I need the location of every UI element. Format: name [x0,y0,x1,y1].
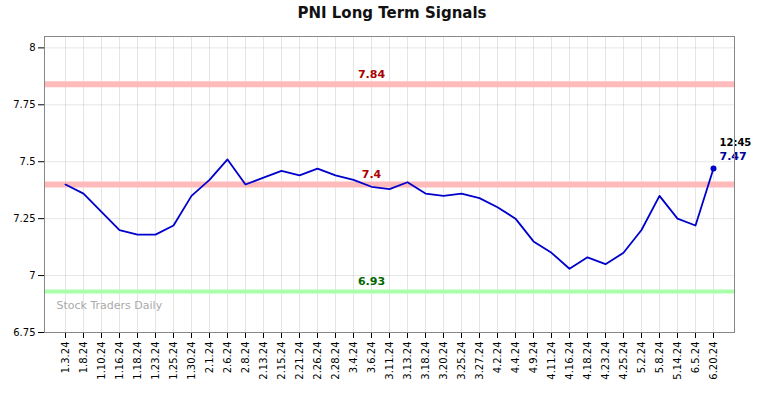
svg-text:4.2.24: 4.2.24 [492,342,503,374]
svg-text:7: 7 [29,270,35,281]
svg-text:7.47: 7.47 [720,150,747,163]
svg-text:4.23.24: 4.23.24 [600,342,611,380]
svg-text:4.11.24: 4.11.24 [546,342,557,380]
svg-text:8: 8 [29,42,35,53]
svg-text:2.21.24: 2.21.24 [294,342,305,380]
svg-text:1.8.24: 1.8.24 [78,342,89,374]
svg-text:1.16.24: 1.16.24 [114,342,125,380]
svg-text:2.6.24: 2.6.24 [222,342,233,374]
svg-text:2.1.24: 2.1.24 [204,342,215,374]
svg-text:7.84: 7.84 [358,68,385,81]
svg-text:3.20.24: 3.20.24 [438,342,449,380]
svg-text:7.25: 7.25 [13,213,35,224]
svg-text:12:45: 12:45 [720,137,752,148]
svg-text:1.3.24: 1.3.24 [60,342,71,374]
svg-text:6.93: 6.93 [358,275,385,288]
svg-text:3.13.24: 3.13.24 [402,342,413,380]
svg-text:3.18.24: 3.18.24 [420,342,431,380]
svg-text:1.23.24: 1.23.24 [150,342,161,380]
svg-text:3.4.24: 3.4.24 [348,342,359,374]
svg-text:2.8.24: 2.8.24 [240,342,251,374]
svg-text:5.2.24: 5.2.24 [636,342,647,374]
html-text:PNI Long Term Signals: PNI Long Term Signals [297,4,487,22]
svg-text:5.8.24: 5.8.24 [654,342,665,374]
svg-text:3.11.24: 3.11.24 [384,342,395,380]
svg-text:3.27.24: 3.27.24 [474,342,485,380]
svg-text:4.25.24: 4.25.24 [618,342,629,380]
svg-text:4.16.24: 4.16.24 [564,342,575,380]
svg-text:1.30.24: 1.30.24 [186,342,197,380]
svg-text:2.28.24: 2.28.24 [330,342,341,380]
svg-text:7.5: 7.5 [20,156,36,167]
svg-text:6.5.24: 6.5.24 [690,342,701,374]
svg-text:1.25.24: 1.25.24 [168,342,179,380]
svg-text:4.9.24: 4.9.24 [528,342,539,374]
svg-text:5.14.24: 5.14.24 [672,342,683,380]
svg-text:Stock Traders Daily: Stock Traders Daily [57,299,163,312]
svg-text:1.18.24: 1.18.24 [132,342,143,380]
svg-text:4.18.24: 4.18.24 [582,342,593,380]
svg-text:6.20.24: 6.20.24 [708,342,719,380]
svg-text:1.10.24: 1.10.24 [96,342,107,380]
svg-text:7.75: 7.75 [13,99,35,110]
svg-text:7.4: 7.4 [362,168,382,181]
svg-text:4.4.24: 4.4.24 [510,342,521,374]
svg-text:3.6.24: 3.6.24 [366,342,377,374]
svg-text:3.25.24: 3.25.24 [456,342,467,380]
svg-text:2.13.24: 2.13.24 [258,342,269,380]
svg-text:6.75: 6.75 [13,327,35,338]
svg-text:2.26.24: 2.26.24 [312,342,323,380]
svg-text:2.15.24: 2.15.24 [276,342,287,380]
